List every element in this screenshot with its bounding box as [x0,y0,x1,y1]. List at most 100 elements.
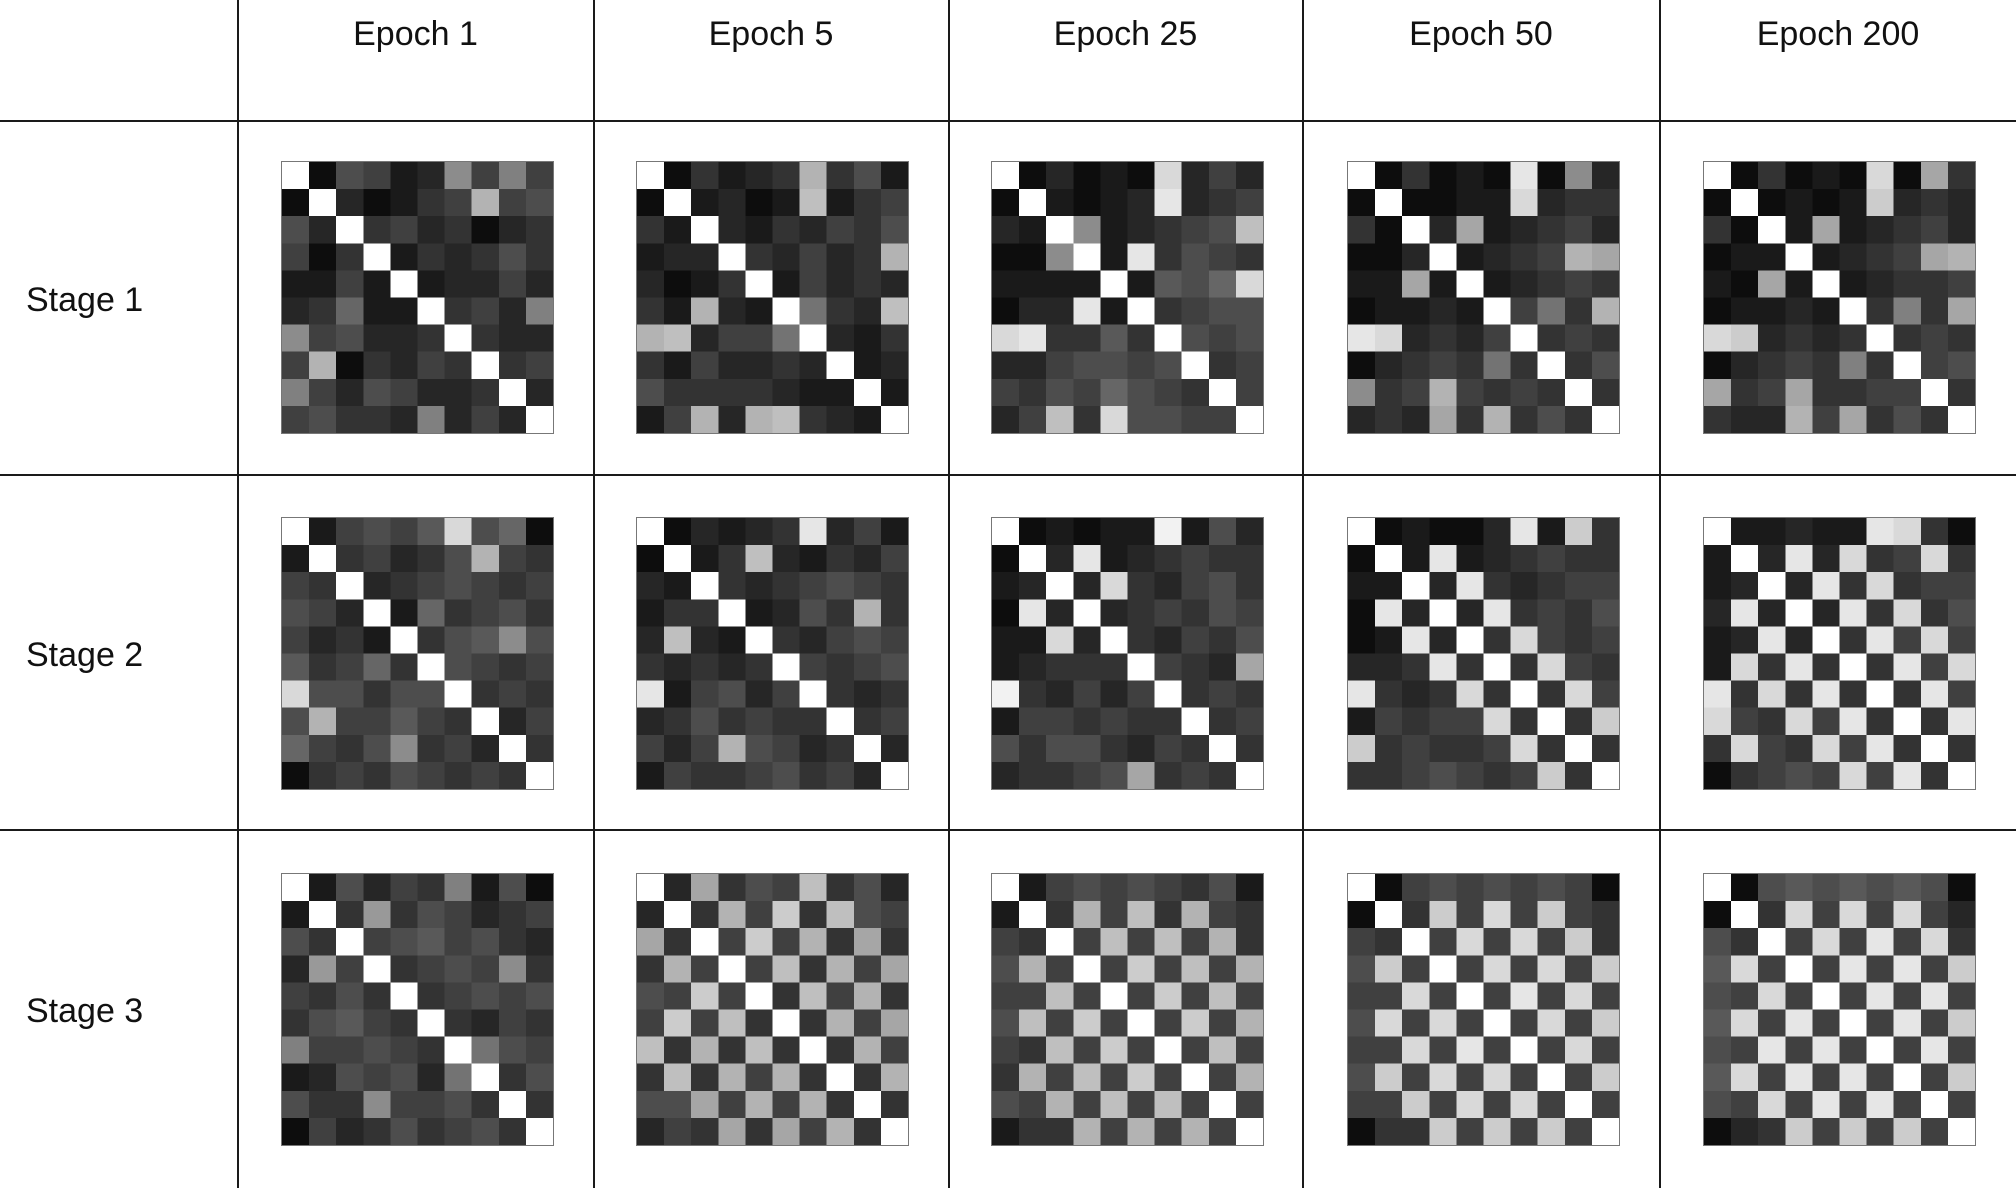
heatmap-cell [418,599,446,627]
heatmap-cell [1348,654,1376,682]
heatmap-cell [1155,189,1183,217]
heatmap-cell [1236,298,1263,326]
heatmap-cell [445,1091,473,1119]
heatmap-svg [992,518,1263,789]
heatmap-cell [363,708,391,736]
heatmap-cell [800,681,828,709]
heatmap-cell [1236,599,1263,627]
heatmap-cell [1073,352,1101,380]
heatmap-cell [363,928,391,956]
heatmap-cell [499,1118,527,1145]
heatmap-cell [1073,572,1101,600]
heatmap-cell [1867,270,1895,298]
heatmap-cell [390,654,418,682]
heatmap-cell [1704,162,1732,190]
heatmap-cell [1731,681,1759,709]
heatmap-cell [526,216,553,244]
heatmap-cell [1073,298,1101,326]
heatmap-cell [363,352,391,380]
heatmap-cell [773,545,801,573]
heatmap-cell [363,735,391,763]
heatmap-cell [1840,518,1868,546]
heatmap-cell [1785,654,1813,682]
heatmap-cell [1019,379,1047,407]
heatmap-cell [1182,270,1210,298]
heatmap-cell [1785,572,1813,600]
heatmap-cell [1894,270,1922,298]
heatmap-cell [1182,406,1210,433]
heatmap-cell [718,762,746,789]
heatmap-cell [854,982,882,1010]
heatmap-cell [664,762,692,789]
heatmap-cell [1019,1118,1047,1145]
heatmap-cell [827,735,855,763]
heatmap-cell [691,545,719,573]
heatmap-cell [745,325,773,353]
heatmap-cell [1840,298,1868,326]
heatmap-cell [1731,1118,1759,1145]
heatmap-cell [1182,189,1210,217]
heatmap-cell [827,572,855,600]
heatmap-cell [1375,1037,1403,1065]
heatmap-cell [1565,708,1593,736]
heatmap-cell [418,1037,446,1065]
heatmap-cell [1921,352,1949,380]
heatmap-cell [390,735,418,763]
heatmap-cell [1867,901,1895,929]
heatmap-cell [1375,982,1403,1010]
heatmap-cell [718,955,746,983]
heatmap-cell [1209,1064,1237,1092]
heatmap-cell [1511,518,1539,546]
heatmap-cell [526,735,553,763]
heatmap-cell [1348,762,1376,789]
heatmap-cell [1375,518,1403,546]
heatmap-cell [336,626,364,654]
heatmap-cell [1948,982,1975,1010]
heatmap-cell [363,654,391,682]
heatmap-cell [881,708,908,736]
heatmap-cell [1046,599,1074,627]
heatmap-cell [1894,681,1922,709]
heatmap-cell [1948,572,1975,600]
heatmap-svg [282,162,553,433]
heatmap-cell [1429,1118,1457,1145]
heatmap-cell [827,1091,855,1119]
heatmap-stage-1-epoch-50 [1347,161,1620,434]
heatmap-cell [1840,762,1868,789]
heatmap-cell [1046,955,1074,983]
heatmap-cell [1840,1010,1868,1038]
heatmap-cell [1209,189,1237,217]
heatmap-cell [854,518,882,546]
heatmap-cell [472,189,500,217]
heatmap-cell [881,762,908,789]
heatmap-cell [1402,626,1430,654]
heatmap-cell [1840,1037,1868,1065]
heatmap-cell [1565,1064,1593,1092]
heatmap-cell [1402,654,1430,682]
heatmap-cell [1456,874,1484,902]
heatmap-cell [1209,298,1237,326]
heatmap-cell [992,1091,1020,1119]
heatmap-cell [1155,762,1183,789]
heatmap-cell [800,901,828,929]
heatmap-cell [499,626,527,654]
heatmap-cell [1484,162,1512,190]
heatmap-cell [309,626,337,654]
heatmap-cell [1840,379,1868,407]
heatmap-cell [1019,955,1047,983]
heatmap-cell [1592,1037,1619,1065]
heatmap-cell [445,1010,473,1038]
heatmap-cell [1429,325,1457,353]
heatmap-cell [1019,928,1047,956]
heatmap-cell [1182,708,1210,736]
heatmap-cell [336,216,364,244]
heatmap-cell [1019,901,1047,929]
heatmap-cell [1236,406,1263,433]
heatmap-svg [282,874,553,1145]
heatmap-cell [718,270,746,298]
heatmap-cell [526,379,553,407]
heatmap-cell [1484,654,1512,682]
heatmap-cell [1758,1091,1786,1119]
heatmap-cell [718,1010,746,1038]
heatmap-cell [1565,654,1593,682]
